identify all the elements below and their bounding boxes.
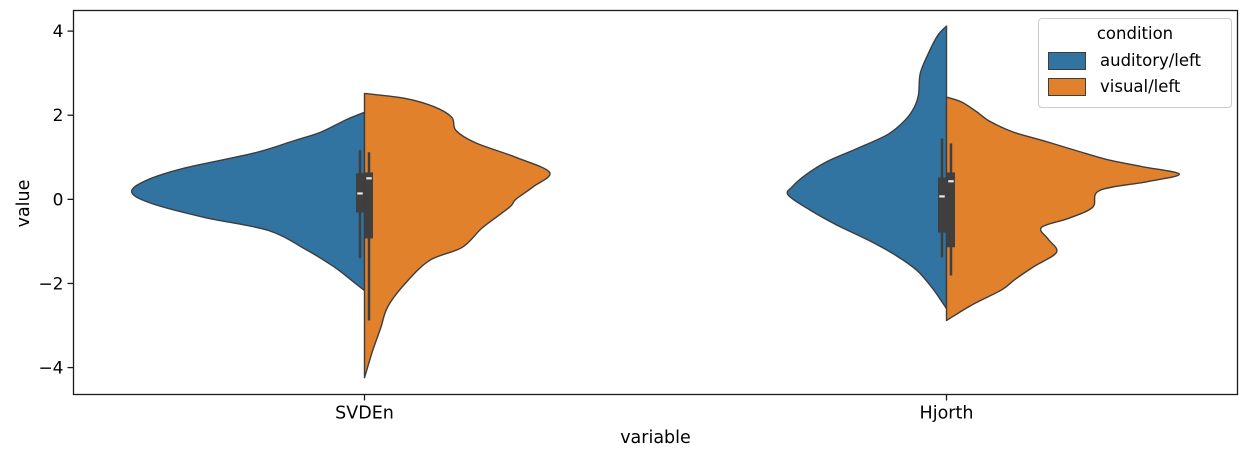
- y-tick-label: 4: [53, 22, 64, 42]
- legend-entry-visual-left: visual/left: [1048, 77, 1231, 96]
- iqr-box-hjorth-auditory-left: [938, 177, 946, 233]
- y-tick-label: 0: [53, 190, 64, 210]
- median-tick-svden-auditory-left: [357, 192, 363, 195]
- x-axis-label: variable: [620, 428, 691, 448]
- violin-svden-auditory-left: [130, 111, 366, 292]
- x-tick-label-hjorth: Hjorth: [920, 404, 974, 424]
- axes-spines: [72, 9, 1239, 396]
- y-axis-label: value: [14, 180, 34, 228]
- legend-label: auditory/left: [1100, 51, 1202, 70]
- violin-hjorth-visual-left: [945, 96, 1181, 322]
- legend: condition auditory/left visual/left: [1038, 18, 1232, 108]
- y-tick-label: −2: [38, 274, 63, 294]
- violin-hjorth-auditory-left: [786, 25, 948, 310]
- median-tick-hjorth-auditory-left: [939, 195, 945, 198]
- violin-svden-visual-left: [363, 92, 551, 379]
- visual-left-swatch-icon: [1048, 77, 1086, 96]
- iqr-box-svden-visual-left: [365, 172, 373, 239]
- median-tick-svden-visual-left: [366, 177, 372, 180]
- legend-title: condition: [1096, 24, 1174, 43]
- iqr-box-hjorth-visual-left: [947, 172, 955, 248]
- legend-entry-auditory-left: auditory/left: [1048, 51, 1231, 70]
- median-tick-hjorth-visual-left: [948, 180, 954, 183]
- auditory-left-swatch-icon: [1048, 51, 1086, 70]
- y-tick-label: 2: [53, 106, 64, 126]
- x-tick-label-svden: SVDEn: [335, 404, 394, 424]
- legend-label: visual/left: [1100, 77, 1181, 96]
- y-tick-label: −4: [38, 359, 63, 379]
